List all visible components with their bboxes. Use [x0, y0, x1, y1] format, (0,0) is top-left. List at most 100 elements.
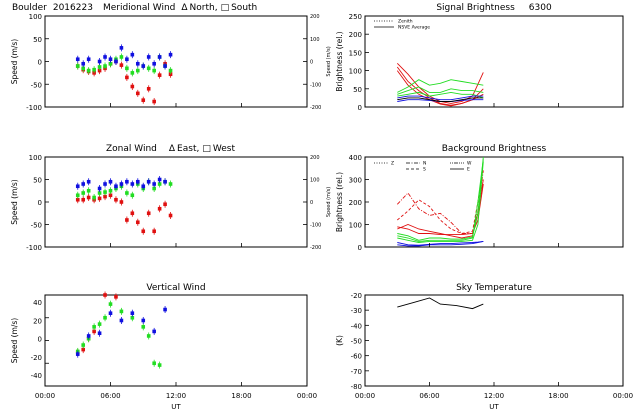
xtick-label: 18:00: [231, 392, 251, 400]
vertical-yticks: 40 20 0 -20 -40: [31, 299, 42, 380]
vertical-point: [86, 334, 91, 338]
xtick-label: 06:00: [100, 392, 120, 400]
zonal-point: [103, 190, 107, 194]
zonal-panel: Zonal Wind Δ East, □ West 100 50 0 -50 -100 …: [10, 144, 332, 252]
background-ytick-label: 100: [349, 222, 362, 230]
meridional-point: [103, 64, 107, 68]
zonal-point: [81, 191, 86, 195]
meridional-plot-frame: [44, 15, 308, 108]
meridional-point: [152, 61, 156, 66]
meridional-point: [108, 61, 113, 66]
skytemp-xticks: 00:00 06:00 12:00 18:00 00:00: [355, 392, 633, 400]
signal-marks: [396, 62, 484, 107]
zonal-ytick-right-label: 0: [310, 200, 313, 206]
xtick-label: 06:00: [419, 392, 439, 400]
meridional-point: [168, 68, 173, 73]
meridional-point: [92, 67, 96, 72]
zonal-point: [75, 197, 80, 202]
vertical-xlabel: UT: [171, 403, 181, 411]
zonal-point: [86, 195, 91, 200]
meridional-point: [97, 59, 102, 64]
meridional-ytick-right-label: -100: [310, 82, 321, 88]
zonal-point: [97, 186, 102, 191]
xtick-label: 12:00: [166, 392, 186, 400]
skytemp-ytick-label: -40: [351, 322, 362, 330]
zonal-point: [114, 197, 118, 202]
background-ytick-label: 400: [349, 154, 362, 162]
meridional-point: [119, 46, 124, 50]
zonal-point: [135, 220, 140, 225]
meridional-point: [103, 55, 107, 59]
vertical-point: [119, 318, 124, 323]
zonal-ytick-label: -100: [26, 244, 42, 252]
legend-label-n: N: [423, 161, 426, 167]
meridional-point: [119, 63, 124, 67]
zonal-point: [157, 206, 162, 211]
zonal-marks: [75, 176, 173, 235]
signal-series-line: [397, 95, 484, 101]
zonal-point: [75, 193, 80, 198]
vertical-ylabel: Speed (m/s): [10, 318, 19, 364]
meridional-point: [157, 55, 162, 59]
signal-panel: Signal Brightness 6300 250 200 150 100 50…: [335, 3, 624, 112]
zonal-point: [130, 193, 135, 198]
zonal-ytick-label: 100: [29, 154, 42, 162]
skytemp-ytick-label: -70: [351, 368, 362, 376]
vertical-point: [103, 293, 107, 297]
meridional-point: [108, 57, 113, 62]
meridional-point: [130, 71, 135, 75]
meridional-ylabel: Speed (m/s): [10, 39, 19, 85]
meridional-point: [97, 68, 102, 73]
zonal-point: [108, 193, 113, 198]
zonal-point: [92, 195, 96, 200]
legend-label-s: S: [423, 167, 426, 173]
zonal-point: [119, 182, 124, 186]
meridional-point: [125, 57, 129, 62]
vertical-point: [92, 325, 96, 329]
vertical-plot-frame: [44, 294, 308, 387]
background-ytick-label: 300: [349, 177, 362, 185]
meridional-title: Boulder 2016223 Meridional Wind Δ North, □ Sou…: [12, 3, 257, 13]
zonal-point: [81, 197, 86, 202]
background-title: Background Brightness: [442, 144, 547, 154]
vertical-point: [97, 322, 102, 326]
meridional-point: [135, 91, 140, 96]
vertical-point: [152, 329, 156, 334]
zonal-ylabel: Speed (m/s): [10, 179, 19, 225]
meridional-ytick-right-label: 100: [310, 37, 320, 43]
legend-label-z: Z: [391, 161, 394, 167]
xtick-label: 12:00: [484, 392, 504, 400]
vertical-point: [75, 352, 80, 356]
background-series-line: [397, 168, 484, 234]
signal-ylabel: Brightness (rel.): [335, 31, 344, 91]
vertical-point: [108, 302, 113, 306]
background-ylabel: Brightness (rel.): [335, 172, 344, 232]
signal-title: Signal Brightness 6300: [436, 3, 552, 13]
signal-series-line: [397, 97, 484, 102]
vertical-point: [130, 311, 135, 315]
zonal-point: [152, 186, 156, 191]
skytemp-ytick-label: -80: [351, 383, 362, 391]
skytemp-series-line: [397, 297, 484, 310]
vertical-point: [130, 315, 135, 320]
vertical-ytick-label: 40: [33, 299, 42, 307]
vertical-ytick-label: -40: [31, 372, 42, 380]
zonal-point: [168, 213, 173, 218]
background-yticks: 400 300 200 100 0: [349, 154, 362, 252]
signal-series-line: [397, 79, 484, 93]
meridional-point: [97, 65, 102, 69]
vertical-point: [92, 329, 96, 334]
xtick-label: 00:00: [613, 392, 633, 400]
meridional-yticks: 100 50 0 -50 -100: [26, 13, 42, 112]
zonal-ytick-label: 0: [38, 199, 42, 207]
signal-legend: Zenith NSVE Average: [374, 19, 430, 31]
meridional-marks: [75, 44, 173, 106]
vertical-point: [157, 363, 162, 367]
zonal-point: [163, 179, 167, 184]
skytemp-xlabel: UT: [489, 403, 499, 411]
xtick-label: 00:00: [35, 392, 55, 400]
meridional-point: [114, 59, 118, 64]
zonal-point: [81, 182, 86, 186]
vertical-point: [114, 295, 118, 299]
signal-series-line: [397, 91, 484, 99]
